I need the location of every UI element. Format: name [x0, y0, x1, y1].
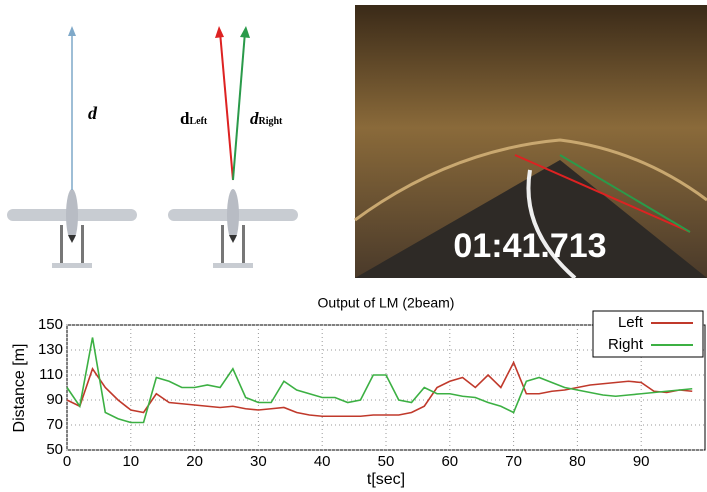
legend-label: Right: [608, 336, 644, 353]
x-axis-label: t[sec]: [367, 471, 405, 488]
chart-title: Output of LM (2beam): [318, 295, 455, 311]
y-tick-label: 130: [38, 341, 63, 358]
x-tick-label: 40: [314, 453, 331, 470]
diagram: d dLeft dRight: [7, 26, 298, 268]
label-d-left: dLeft: [180, 109, 208, 128]
label-main: d: [180, 109, 190, 128]
y-tick-label: 50: [46, 441, 63, 458]
y-axis-label: Distance [m]: [11, 344, 28, 433]
label-sub: Left: [189, 116, 207, 127]
line-chart: Output of LM (2beam) t[sec] Distance [m]…: [11, 295, 706, 488]
x-tick-label: 20: [186, 453, 203, 470]
x-tick-label: 50: [378, 453, 395, 470]
tunnel-photo: 01:41.713: [354, 5, 707, 280]
label-sub: Right: [259, 116, 284, 127]
x-tick-label: 70: [505, 453, 522, 470]
y-tick-label: 90: [46, 391, 63, 408]
label-d: d: [88, 103, 98, 123]
timestamp: 01:41.713: [453, 227, 606, 265]
x-tick-label: 60: [441, 453, 458, 470]
x-tick-label: 30: [250, 453, 267, 470]
legend-label: Left: [618, 314, 644, 331]
legend-box: [592, 310, 704, 358]
x-tick-label: 0: [63, 453, 71, 470]
x-tick-label: 80: [569, 453, 586, 470]
series-line: [66, 337, 693, 424]
x-tick-label: 90: [633, 453, 650, 470]
label-main: d: [250, 109, 259, 128]
y-tick-label: 150: [38, 316, 63, 333]
series-line: [66, 360, 693, 418]
y-tick-label: 70: [46, 416, 63, 433]
label-d-right: dRight: [250, 109, 283, 128]
y-tick-label: 110: [39, 366, 63, 383]
x-tick-label: 10: [122, 453, 139, 470]
